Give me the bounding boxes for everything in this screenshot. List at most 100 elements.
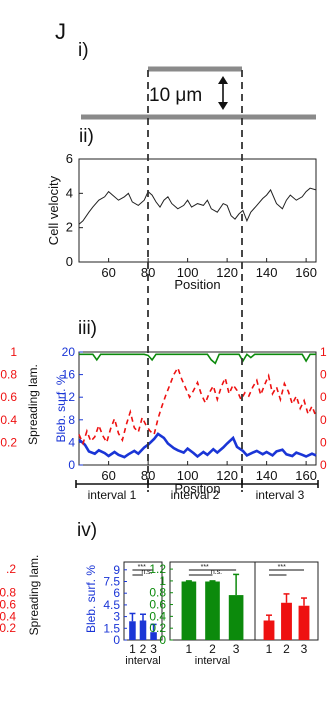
y-outer-tick-label: 0.8 [0, 586, 16, 600]
y-outer-tick-label: 0.6 [0, 390, 17, 404]
y-tick-label: 0 [113, 633, 120, 647]
y-tick-label: 9 [113, 563, 120, 577]
y-tick-label: 0.6 [149, 598, 166, 612]
interval-label: interval 2 [171, 488, 220, 502]
bar [228, 595, 244, 640]
y-right-tick-label: 1 [320, 345, 327, 359]
y-axis-label: Cell velocity [46, 175, 61, 245]
y-tick-label: 1.2 [149, 562, 166, 576]
x-tick-label: 60 [101, 265, 115, 280]
velocity-chart: 60 80 100 120 140 160 0 2 4 6 Position Cell velocit… [46, 151, 317, 292]
y-right-tick-label: 0 [320, 458, 327, 472]
plot-frame [78, 351, 317, 466]
interval-label: interval 1 [88, 488, 137, 502]
y-left-tick-label: 0 [68, 458, 75, 472]
y-right-tick-label: 0.4 [320, 413, 327, 427]
x-tick-label: 120 [216, 265, 238, 280]
significance-label: *** [201, 564, 209, 571]
y-tick-label: 6 [113, 586, 120, 600]
category-label: 2 [283, 642, 290, 656]
category-label: 3 [301, 642, 308, 656]
category-label: 3 [150, 642, 157, 656]
blebbing-chart: 608010012014016004812162000.20.40.60.810… [0, 345, 327, 496]
bar [129, 621, 136, 640]
x-tick-label: 160 [295, 265, 317, 280]
y-tick-label: 4 [66, 185, 73, 200]
y-tick-label: 0.8 [149, 586, 166, 600]
category-label: 1 [266, 642, 273, 656]
x-tick-label: 120 [216, 468, 238, 483]
bar [181, 581, 197, 640]
y-outer-tick-label: .2 [6, 562, 16, 576]
blue-series-line [78, 432, 317, 459]
x-tick-label: 60 [101, 468, 115, 483]
y-tick-label: 0.4 [149, 609, 166, 623]
bar [205, 581, 220, 640]
y-left-tick-label: 16 [62, 368, 76, 382]
interval-axis: interval 1 interval 2 interval 3 [75, 480, 319, 502]
x-tick-label: 160 [295, 468, 317, 483]
significance-label: *** [278, 564, 286, 571]
panel-iii-label: iii) [78, 318, 97, 339]
y-right-tick-label: 0.6 [320, 390, 327, 404]
panel-ii-label: ii) [79, 126, 94, 147]
y-left-tick-label: 20 [62, 345, 76, 359]
scale-label: 10 μm [149, 85, 202, 106]
bar [263, 620, 275, 640]
category-label: 2 [209, 642, 216, 656]
y-outer-axis-label: Spreading lam. [27, 555, 41, 636]
x-tick-label: 140 [256, 265, 278, 280]
significance-label: n.s. [141, 569, 152, 576]
x-tick-label: 140 [256, 468, 278, 483]
y-tick-label: 7.5 [103, 575, 120, 589]
y-outer-tick-label: 0.8 [0, 368, 17, 382]
bar [298, 605, 310, 640]
y-outer-tick-label: 0.6 [0, 598, 16, 612]
y-outer-tick-label: 0.2 [0, 621, 16, 635]
y-outer-tick-label: 0.4 [0, 413, 17, 427]
x-tick-label: 80 [141, 468, 155, 483]
x-axis-label: Position [174, 277, 220, 292]
y-left-tick-label: 12 [62, 390, 76, 404]
category-label: 1 [186, 642, 193, 656]
y-tick-label: 6 [66, 151, 73, 166]
velocity-series-line [78, 187, 317, 225]
category-label: 3 [233, 642, 240, 656]
scale-arrow-down-icon [218, 102, 228, 110]
red-series-line [78, 365, 317, 446]
bar [281, 602, 292, 640]
bar [150, 632, 157, 640]
x-tick-label: 80 [141, 265, 155, 280]
category-label: 1 [129, 642, 136, 656]
plot-frame [78, 158, 317, 263]
x-axis-label: interval [195, 655, 230, 667]
y-tick-label: 1 [159, 574, 166, 588]
bar-y-axis-label: Bleb. surf. % [84, 565, 98, 633]
significance-label: *** [138, 564, 146, 571]
y-outer-tick-label: 1 [10, 345, 17, 359]
y-outer-axis-label: Spreading lam. [26, 364, 40, 445]
bar [139, 620, 147, 640]
x-axis-label: interval [125, 655, 160, 667]
green-series-line [79, 353, 316, 365]
x-tick-label: 100 [177, 265, 199, 280]
y-tick-label: 1.5 [103, 621, 120, 635]
y-tick-label: 0 [159, 633, 166, 647]
y-tick-label: 4.5 [103, 598, 120, 612]
y-right-tick-label: 0.2 [320, 435, 327, 449]
panel-i-label: i) [78, 40, 89, 61]
y-outer-tick-label: 0.4 [0, 609, 16, 623]
y-tick-label: 3 [113, 610, 120, 624]
y-right-tick-label: 0.8 [320, 368, 327, 382]
y-tick-label: 0.2 [149, 621, 166, 635]
y-left-axis-label: Bleb. surf. % [54, 374, 68, 442]
x-tick-label: 100 [177, 468, 199, 483]
significance-label: n.s. [211, 569, 222, 576]
category-label: 2 [140, 642, 147, 656]
y-tick-label: 0 [66, 254, 73, 269]
panel-letter: J [55, 19, 66, 44]
panel-iv-label: iv) [77, 520, 98, 541]
interval-label: interval 3 [256, 488, 305, 502]
